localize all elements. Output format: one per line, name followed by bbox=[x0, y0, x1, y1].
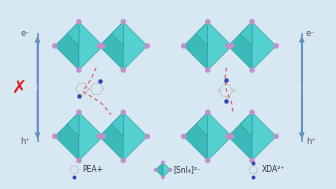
Circle shape bbox=[52, 134, 57, 139]
Text: e⁻: e⁻ bbox=[306, 29, 316, 38]
Polygon shape bbox=[55, 112, 79, 160]
Circle shape bbox=[121, 158, 126, 163]
Circle shape bbox=[249, 19, 255, 25]
Circle shape bbox=[229, 43, 235, 49]
Circle shape bbox=[144, 43, 150, 49]
Polygon shape bbox=[196, 22, 208, 46]
Circle shape bbox=[121, 67, 126, 73]
Circle shape bbox=[76, 67, 82, 73]
Polygon shape bbox=[252, 112, 276, 160]
Polygon shape bbox=[184, 112, 208, 160]
Circle shape bbox=[76, 109, 82, 115]
Circle shape bbox=[227, 134, 233, 139]
Circle shape bbox=[98, 134, 104, 139]
Polygon shape bbox=[196, 112, 208, 136]
Polygon shape bbox=[67, 22, 79, 46]
Circle shape bbox=[249, 67, 255, 73]
Circle shape bbox=[205, 67, 211, 73]
Polygon shape bbox=[240, 22, 252, 46]
Circle shape bbox=[274, 134, 279, 139]
Text: XDA²⁺: XDA²⁺ bbox=[262, 165, 285, 174]
Polygon shape bbox=[156, 163, 163, 177]
Polygon shape bbox=[252, 22, 276, 70]
Text: h⁺: h⁺ bbox=[20, 137, 30, 146]
Circle shape bbox=[162, 176, 164, 179]
Polygon shape bbox=[79, 22, 103, 70]
Circle shape bbox=[162, 161, 164, 164]
Circle shape bbox=[121, 19, 126, 25]
Circle shape bbox=[98, 43, 104, 49]
Circle shape bbox=[225, 43, 231, 49]
Circle shape bbox=[181, 134, 186, 139]
Text: ✗: ✗ bbox=[11, 79, 27, 97]
Polygon shape bbox=[99, 112, 123, 160]
Circle shape bbox=[249, 158, 255, 163]
Text: [SnI₄]²⁻: [SnI₄]²⁻ bbox=[173, 165, 201, 174]
Circle shape bbox=[52, 43, 57, 49]
Circle shape bbox=[205, 158, 211, 163]
Circle shape bbox=[229, 134, 235, 139]
Text: PEA+: PEA+ bbox=[83, 165, 104, 174]
Polygon shape bbox=[111, 112, 123, 136]
Circle shape bbox=[121, 109, 126, 115]
Polygon shape bbox=[208, 112, 232, 160]
Polygon shape bbox=[163, 163, 170, 177]
Polygon shape bbox=[99, 22, 123, 70]
Polygon shape bbox=[123, 22, 147, 70]
Circle shape bbox=[76, 19, 82, 25]
Polygon shape bbox=[208, 22, 232, 70]
Circle shape bbox=[76, 158, 82, 163]
Circle shape bbox=[96, 43, 102, 49]
Circle shape bbox=[100, 134, 106, 139]
Polygon shape bbox=[184, 22, 208, 70]
Circle shape bbox=[169, 169, 172, 171]
Circle shape bbox=[227, 43, 233, 49]
Circle shape bbox=[274, 43, 279, 49]
Polygon shape bbox=[67, 112, 79, 136]
Circle shape bbox=[181, 43, 186, 49]
Circle shape bbox=[96, 134, 102, 139]
Polygon shape bbox=[228, 22, 252, 70]
Polygon shape bbox=[228, 112, 252, 160]
Circle shape bbox=[100, 43, 106, 49]
Circle shape bbox=[249, 109, 255, 115]
Polygon shape bbox=[55, 22, 79, 70]
Text: e⁻: e⁻ bbox=[20, 29, 30, 38]
Polygon shape bbox=[123, 112, 147, 160]
Circle shape bbox=[205, 19, 211, 25]
Text: h⁺: h⁺ bbox=[306, 137, 316, 146]
Circle shape bbox=[225, 134, 231, 139]
Circle shape bbox=[154, 169, 157, 171]
Polygon shape bbox=[111, 22, 123, 46]
Polygon shape bbox=[79, 112, 103, 160]
Circle shape bbox=[205, 109, 211, 115]
Circle shape bbox=[144, 134, 150, 139]
Polygon shape bbox=[240, 112, 252, 136]
